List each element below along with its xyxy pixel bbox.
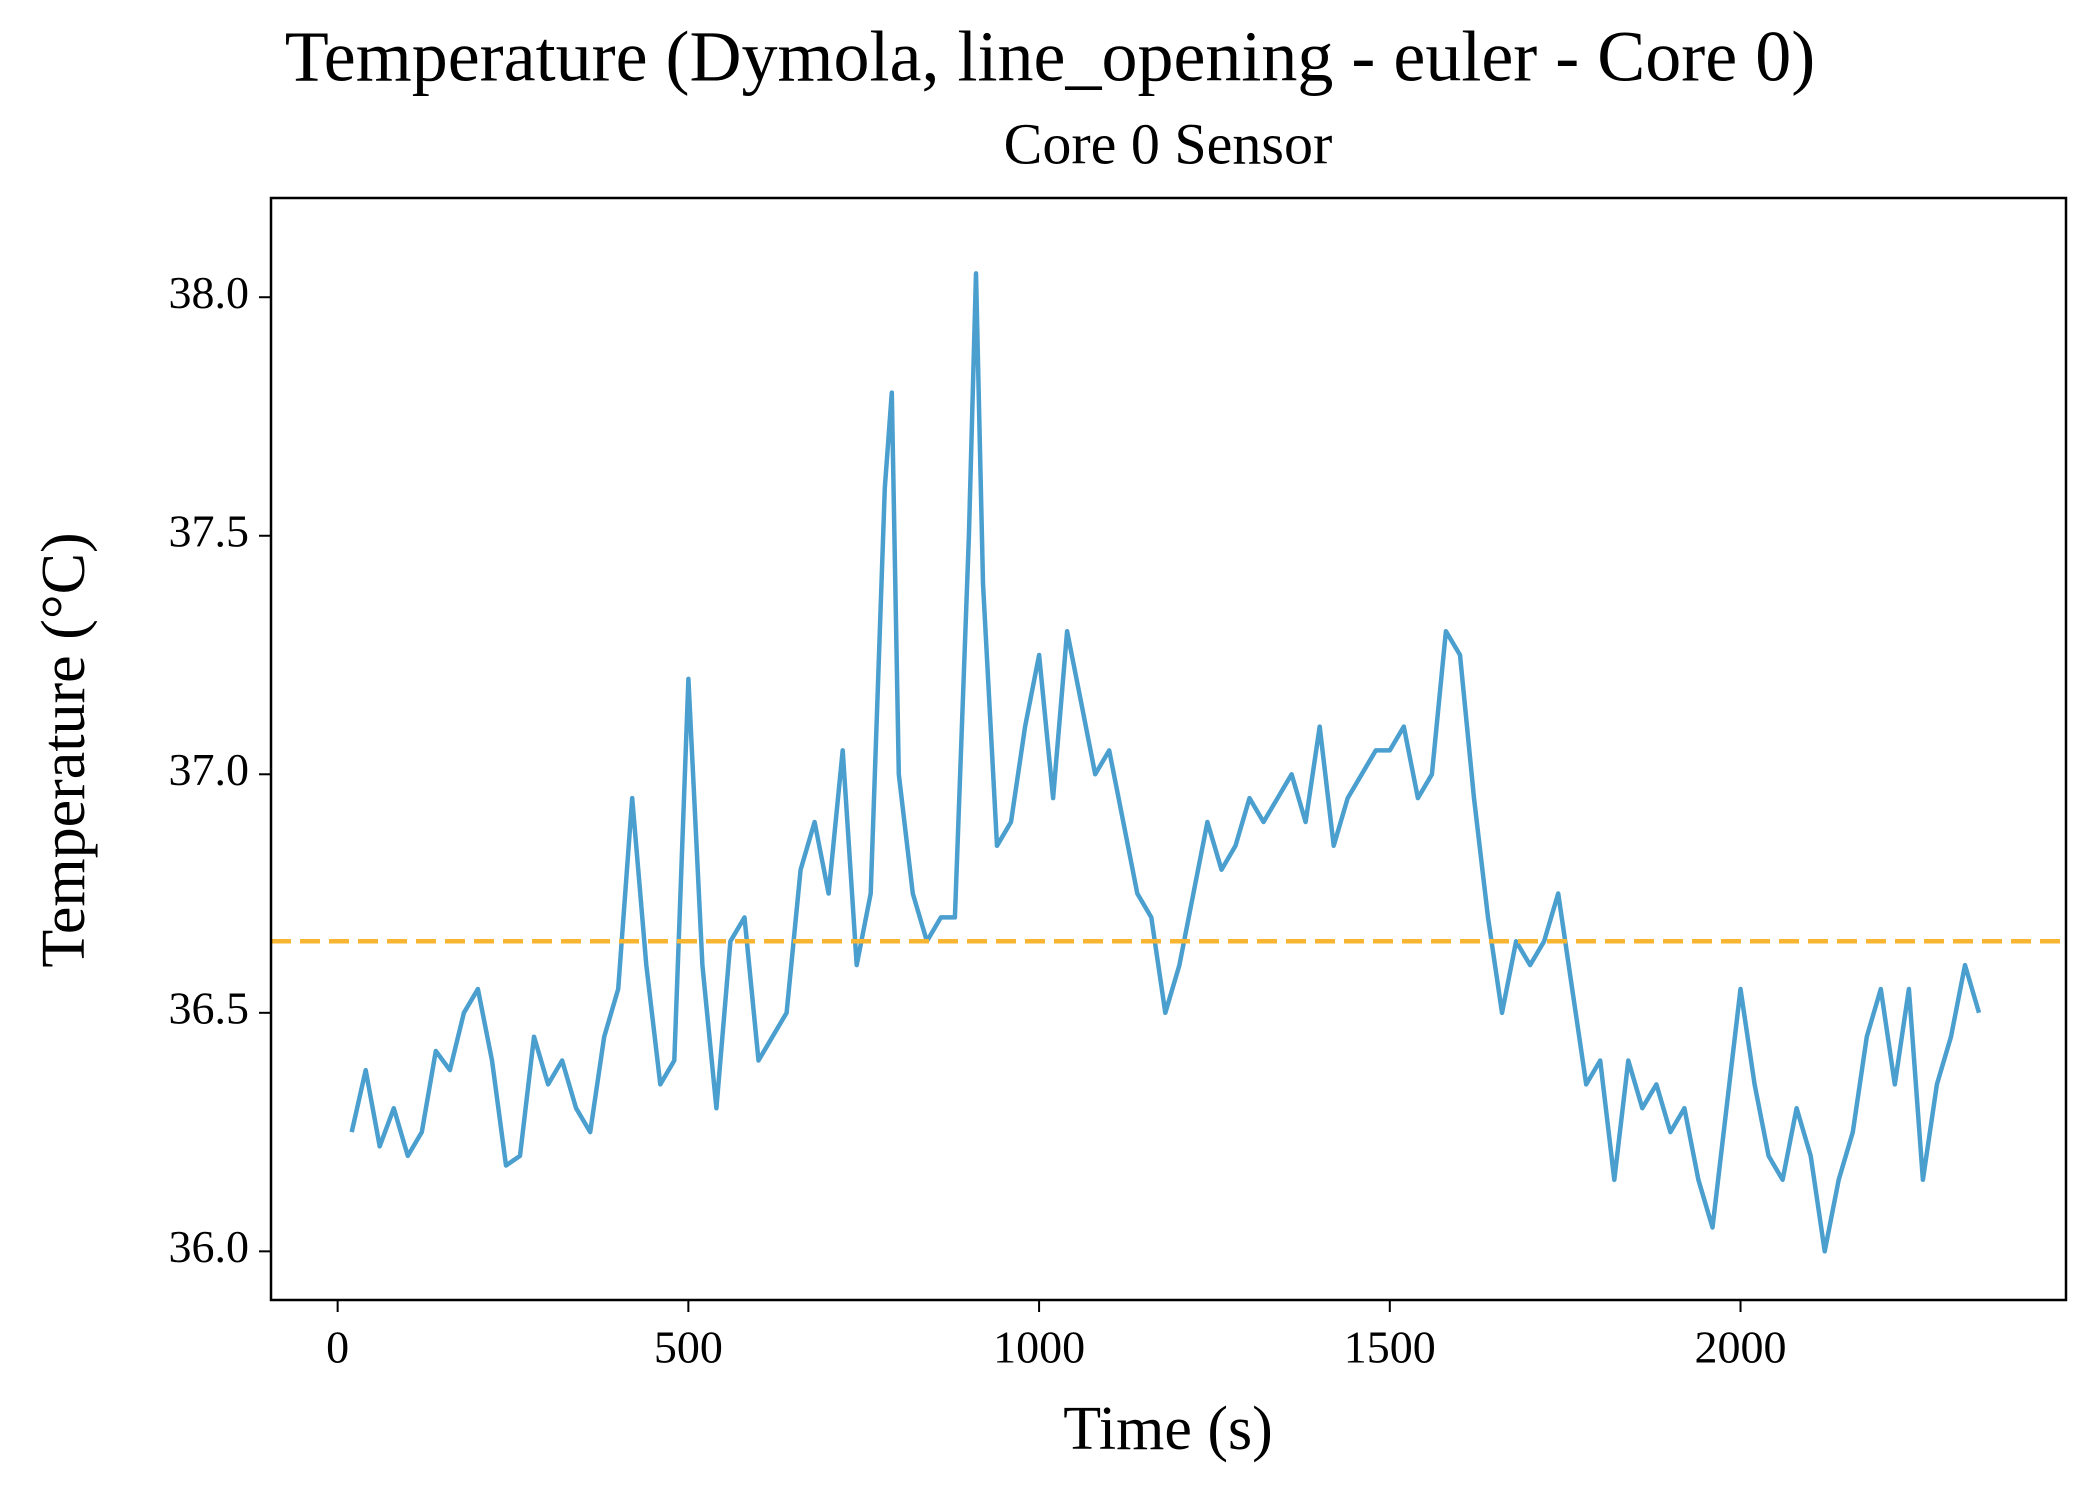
chart-title: Temperature (Dymola, line_opening - eule… xyxy=(285,17,1815,97)
x-tick-label: 0 xyxy=(326,1322,349,1373)
x-tick-label: 1000 xyxy=(993,1322,1085,1373)
plot-frame xyxy=(269,196,2068,1302)
y-tick-label: 37.0 xyxy=(169,744,250,795)
x-tick-label: 2000 xyxy=(1695,1322,1787,1373)
x-axis-label: Time (s) xyxy=(1063,1395,1273,1463)
chart-subtitle: Core 0 Sensor xyxy=(1004,111,1333,176)
y-tick-label: 37.5 xyxy=(169,505,250,556)
y-tick-label: 38.0 xyxy=(169,267,250,318)
y-tick-label: 36.0 xyxy=(169,1221,250,1272)
y-axis-label: Temperature (°C) xyxy=(30,532,98,967)
data-line xyxy=(349,271,1982,1254)
x-tick-label: 500 xyxy=(654,1322,723,1373)
x-tick-label: 1500 xyxy=(1344,1322,1436,1373)
y-tick-label: 36.5 xyxy=(169,982,250,1033)
